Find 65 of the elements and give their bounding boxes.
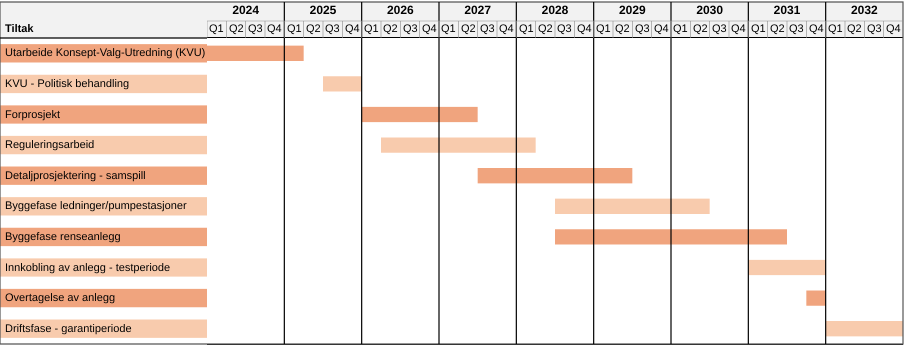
- text: Q3: [480, 23, 495, 35]
- bar: [555, 229, 787, 245]
- text: Q1: [287, 23, 302, 35]
- bar: [748, 260, 826, 276]
- text: Q4: [654, 23, 669, 35]
- text: Q4: [422, 23, 437, 35]
- text: Q3: [403, 23, 418, 35]
- y-tick-label: Innkobling av anlegg - testperiode: [5, 262, 170, 274]
- x-tick-label: 2031: [774, 3, 801, 18]
- bar: [362, 106, 478, 122]
- bar: [381, 137, 536, 153]
- text: Q3: [867, 23, 882, 35]
- text: Q2: [538, 23, 553, 35]
- text: Q1: [209, 23, 224, 35]
- text: Q1: [596, 23, 611, 35]
- y-tick-label: Overtagelse av anlegg: [5, 292, 116, 304]
- text: Q4: [731, 23, 746, 35]
- text: Q4: [577, 23, 592, 35]
- text: Q1: [673, 23, 688, 35]
- y-tick-label: Detaljprosjektering - samspill: [5, 170, 146, 182]
- text: Q2: [306, 23, 321, 35]
- text: Q1: [751, 23, 766, 35]
- text: Q2: [693, 23, 708, 35]
- y-tick-label: Driftsfase - garantiperiode: [5, 323, 132, 335]
- x-tick-label: 2029: [618, 3, 646, 18]
- x-tick-label: 2032: [850, 3, 878, 18]
- text: Q4: [267, 23, 282, 35]
- text: Q2: [383, 23, 398, 35]
- bar: [323, 76, 362, 92]
- text: Q1: [828, 23, 843, 35]
- text: Q2: [615, 23, 630, 35]
- text: Q4: [886, 23, 901, 35]
- text: Q3: [789, 23, 804, 35]
- text: Q1: [441, 23, 456, 35]
- x-tick-label: 2027: [464, 3, 492, 18]
- y-tick-label: Byggefase ledninger/pumpestasjoner: [5, 200, 187, 212]
- text: Q2: [229, 23, 244, 35]
- y-tick-label: Reguleringsarbeid: [5, 139, 94, 151]
- text: Q4: [345, 23, 360, 35]
- text: Q3: [248, 23, 263, 35]
- text: Q3: [325, 23, 340, 35]
- text: Q4: [499, 23, 514, 35]
- text: Q1: [519, 23, 534, 35]
- text: Q2: [847, 23, 862, 35]
- y-tick-label: Forprosjekt: [5, 109, 60, 121]
- text: Q3: [712, 23, 727, 35]
- y-tick-label: Byggefase renseanlegg: [5, 231, 121, 243]
- x-tick-label: 2024: [232, 3, 260, 18]
- x-tick-label: 2025: [310, 3, 337, 18]
- x-tick-label: 2026: [386, 3, 414, 18]
- bar: [555, 198, 710, 214]
- y-axis-title: Tiltak: [5, 23, 34, 35]
- y-tick-label: Utarbeide Konsept-Valg-Utredning (KVU): [5, 47, 206, 59]
- text: Q2: [461, 23, 476, 35]
- bar: [826, 321, 903, 336]
- text: Q3: [557, 23, 572, 35]
- text: Q2: [770, 23, 785, 35]
- y-tick-label: KVU - Politisk behandling: [5, 78, 130, 90]
- text: Q4: [809, 23, 824, 35]
- text: Q3: [635, 23, 650, 35]
- text: Q1: [364, 23, 379, 35]
- bar: [478, 168, 632, 184]
- x-tick-label: 2030: [696, 3, 724, 18]
- bar: [806, 290, 826, 306]
- x-tick-label: 2028: [542, 3, 569, 18]
